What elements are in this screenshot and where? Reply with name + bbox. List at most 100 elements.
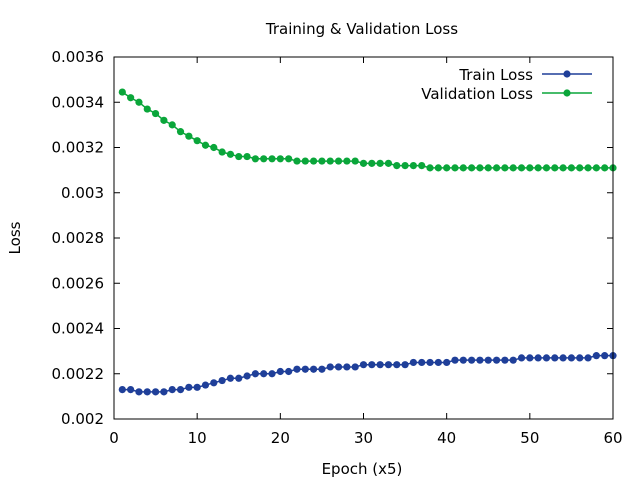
- data-point-train-loss: [526, 354, 534, 362]
- data-point-validation-loss: [492, 164, 501, 172]
- y-tick-label: 0.002: [61, 410, 104, 428]
- data-point-validation-loss: [235, 152, 243, 161]
- chart-title: Training & Validation Loss: [265, 20, 458, 38]
- y-tick-label: 0.0028: [52, 229, 105, 247]
- data-point-validation-loss: [260, 155, 268, 163]
- data-point-train-loss: [334, 363, 343, 371]
- data-point-train-loss: [218, 376, 226, 385]
- data-point-validation-loss: [201, 141, 210, 149]
- legend-marker-validation-loss: [563, 89, 571, 97]
- data-point-validation-loss: [343, 157, 351, 165]
- data-point-train-loss: [310, 365, 318, 373]
- data-point-validation-loss: [151, 109, 160, 118]
- data-point-validation-loss: [243, 152, 251, 161]
- y-tick-label: 0.0026: [52, 274, 105, 292]
- data-point-validation-loss: [542, 164, 551, 172]
- data-point-train-loss: [517, 354, 526, 362]
- series-layer: [118, 88, 617, 396]
- y-tick-label: 0.003: [61, 184, 104, 202]
- data-point-train-loss: [426, 358, 434, 367]
- data-point-train-loss: [443, 358, 451, 367]
- data-point-train-loss: [151, 388, 160, 396]
- data-point-validation-loss: [426, 164, 434, 172]
- x-tick-label: 0: [109, 429, 119, 447]
- data-point-train-loss: [592, 352, 600, 360]
- y-tick-label: 0.0024: [52, 320, 105, 338]
- data-point-train-loss: [268, 370, 276, 378]
- data-point-train-loss: [160, 388, 168, 396]
- data-point-validation-loss: [517, 164, 526, 172]
- data-point-train-loss: [127, 385, 135, 394]
- data-point-train-loss: [201, 381, 210, 389]
- x-tick-label: 20: [271, 429, 290, 447]
- series-line-validation-loss: [121, 91, 613, 169]
- data-point-validation-loss: [359, 159, 368, 167]
- x-tick-label: 10: [188, 429, 207, 447]
- data-point-train-loss: [492, 356, 501, 364]
- data-point-validation-loss: [185, 132, 193, 140]
- data-point-train-loss: [542, 354, 551, 362]
- data-point-validation-loss: [393, 162, 401, 170]
- data-point-validation-loss: [135, 98, 143, 106]
- data-point-train-loss: [243, 372, 251, 380]
- y-axis-label: Loss: [6, 221, 24, 254]
- data-point-train-loss: [434, 358, 442, 367]
- data-point-validation-loss: [584, 164, 592, 172]
- data-point-train-loss: [135, 388, 143, 396]
- x-tick-label: 60: [603, 429, 622, 447]
- data-point-validation-loss: [551, 164, 559, 172]
- data-point-validation-loss: [376, 159, 384, 167]
- data-point-train-loss: [384, 361, 393, 369]
- data-point-validation-loss: [368, 159, 376, 167]
- data-point-train-loss: [584, 354, 592, 362]
- data-point-train-loss: [359, 361, 368, 369]
- data-point-validation-loss: [168, 121, 176, 129]
- x-tick-label: 50: [520, 429, 539, 447]
- data-point-train-loss: [276, 367, 284, 376]
- data-point-validation-loss: [592, 164, 600, 172]
- data-point-train-loss: [351, 363, 359, 371]
- data-point-train-loss: [401, 361, 409, 369]
- data-point-validation-loss: [576, 164, 584, 172]
- data-point-validation-loss: [310, 157, 318, 165]
- data-point-validation-loss: [476, 164, 484, 172]
- data-point-train-loss: [476, 356, 484, 364]
- data-point-validation-loss: [176, 128, 185, 136]
- data-point-validation-loss: [276, 155, 284, 163]
- axis-ticks: 0 10 20 30 40 50 60 0.002 0.0022 0.0024 0.0026 0.00…: [52, 48, 623, 447]
- data-point-validation-loss: [401, 162, 409, 170]
- data-point-train-loss: [210, 379, 218, 387]
- data-point-train-loss: [509, 356, 517, 364]
- data-point-validation-loss: [293, 157, 301, 165]
- data-point-train-loss: [534, 354, 542, 362]
- data-point-validation-loss: [443, 164, 451, 172]
- data-point-validation-loss: [210, 143, 218, 152]
- data-point-train-loss: [376, 361, 384, 369]
- data-point-train-loss: [567, 354, 576, 362]
- data-point-train-loss: [285, 367, 293, 376]
- data-point-validation-loss: [534, 164, 542, 172]
- y-tick-label: 0.0036: [52, 48, 105, 66]
- data-point-train-loss: [409, 358, 417, 367]
- data-point-validation-loss: [218, 148, 226, 156]
- data-point-train-loss: [293, 365, 301, 373]
- data-point-validation-loss: [127, 94, 135, 102]
- data-point-train-loss: [168, 385, 176, 394]
- data-point-validation-loss: [143, 105, 151, 113]
- data-point-validation-loss: [160, 116, 168, 124]
- data-point-train-loss: [193, 383, 201, 391]
- data-point-train-loss: [451, 356, 459, 364]
- data-point-train-loss: [301, 365, 309, 373]
- data-point-train-loss: [459, 356, 467, 364]
- data-point-validation-loss: [501, 164, 509, 172]
- data-point-train-loss: [143, 388, 151, 396]
- data-point-train-loss: [468, 356, 476, 364]
- data-point-validation-loss: [459, 164, 467, 172]
- data-point-train-loss: [576, 354, 584, 362]
- legend-label-validation-loss: Validation Loss: [421, 85, 533, 103]
- data-point-validation-loss: [268, 155, 276, 163]
- data-point-validation-loss: [567, 164, 576, 172]
- x-tick-label: 40: [437, 429, 456, 447]
- data-point-validation-loss: [526, 164, 534, 172]
- data-point-validation-loss: [451, 164, 459, 172]
